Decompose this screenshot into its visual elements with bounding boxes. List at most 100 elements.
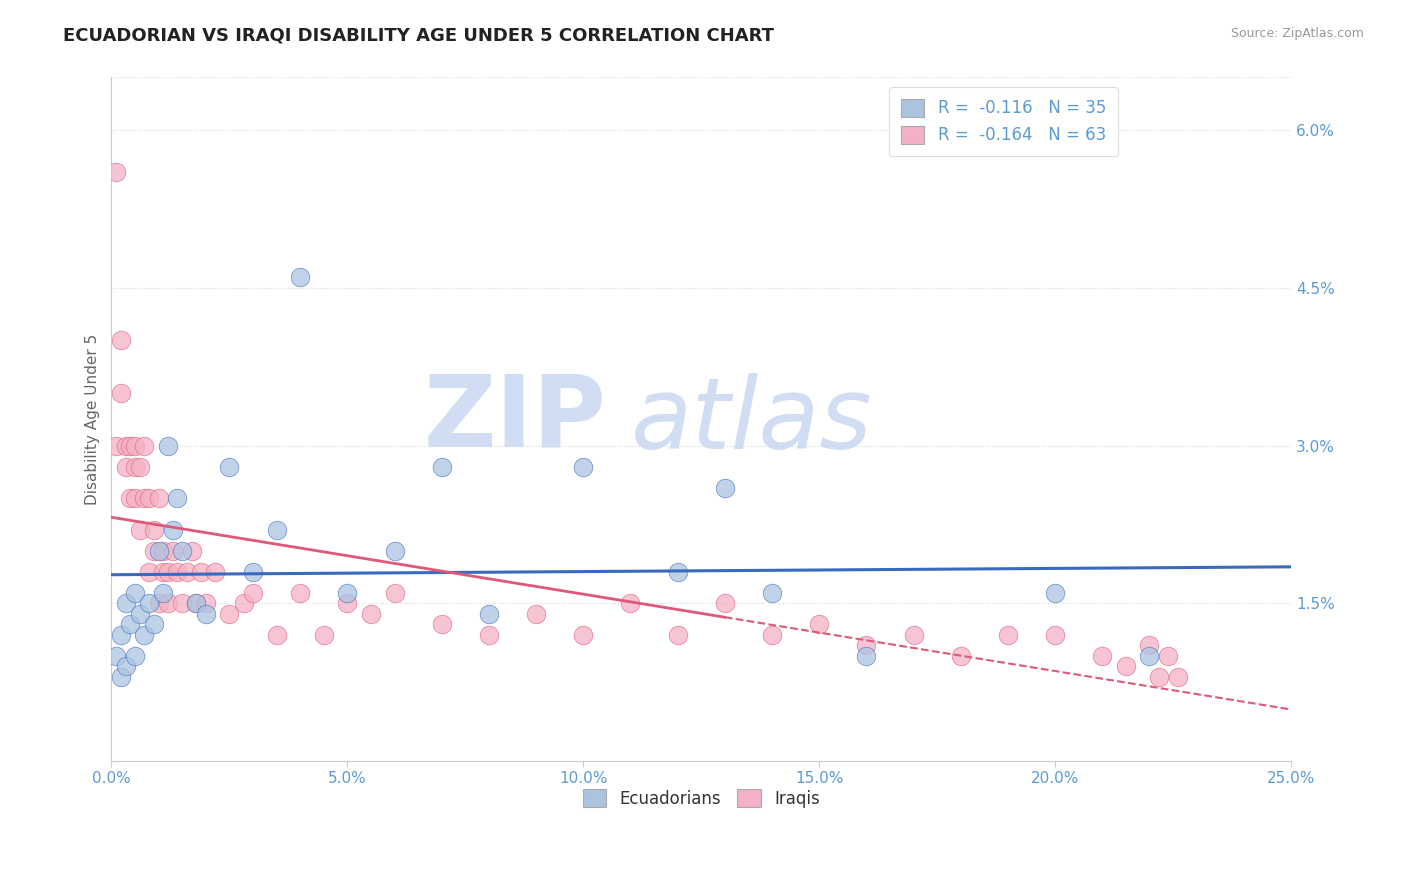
Point	[312, 628, 335, 642]
Point	[666, 565, 689, 579]
Point	[186, 596, 208, 610]
Point	[619, 596, 641, 610]
Point	[124, 648, 146, 663]
Point	[148, 543, 170, 558]
Point	[138, 565, 160, 579]
Point	[204, 565, 226, 579]
Point	[157, 596, 180, 610]
Text: ZIP: ZIP	[425, 371, 607, 467]
Point	[218, 459, 240, 474]
Point	[128, 523, 150, 537]
Point	[288, 270, 311, 285]
Point	[110, 334, 132, 348]
Point	[114, 438, 136, 452]
Point	[1139, 639, 1161, 653]
Point	[134, 628, 156, 642]
Point	[152, 565, 174, 579]
Point	[949, 648, 972, 663]
Point	[124, 459, 146, 474]
Point	[714, 481, 737, 495]
Point	[430, 617, 453, 632]
Point	[190, 565, 212, 579]
Point	[714, 596, 737, 610]
Text: Source: ZipAtlas.com: Source: ZipAtlas.com	[1230, 27, 1364, 40]
Point	[336, 596, 359, 610]
Point	[134, 491, 156, 505]
Point	[114, 596, 136, 610]
Point	[242, 565, 264, 579]
Point	[128, 607, 150, 621]
Point	[1043, 586, 1066, 600]
Point	[110, 670, 132, 684]
Point	[266, 523, 288, 537]
Point	[266, 628, 288, 642]
Point	[148, 491, 170, 505]
Point	[1147, 670, 1170, 684]
Point	[1043, 628, 1066, 642]
Point	[478, 607, 501, 621]
Point	[176, 565, 198, 579]
Point	[110, 628, 132, 642]
Point	[1167, 670, 1189, 684]
Point	[128, 459, 150, 474]
Point	[430, 459, 453, 474]
Point	[572, 459, 595, 474]
Point	[1139, 648, 1161, 663]
Point	[148, 596, 170, 610]
Point	[232, 596, 254, 610]
Point	[808, 617, 831, 632]
Point	[1157, 648, 1180, 663]
Point	[186, 596, 208, 610]
Point	[124, 491, 146, 505]
Y-axis label: Disability Age Under 5: Disability Age Under 5	[86, 334, 100, 505]
Point	[360, 607, 382, 621]
Point	[138, 491, 160, 505]
Point	[194, 607, 217, 621]
Point	[152, 543, 174, 558]
Point	[157, 565, 180, 579]
Point	[1091, 648, 1114, 663]
Point	[110, 386, 132, 401]
Point	[142, 617, 165, 632]
Point	[855, 648, 877, 663]
Point	[105, 648, 128, 663]
Point	[142, 543, 165, 558]
Point	[152, 586, 174, 600]
Point	[336, 586, 359, 600]
Point	[478, 628, 501, 642]
Point	[162, 523, 184, 537]
Point	[162, 543, 184, 558]
Point	[524, 607, 547, 621]
Point	[855, 639, 877, 653]
Point	[218, 607, 240, 621]
Point	[172, 596, 194, 610]
Point	[666, 628, 689, 642]
Point	[134, 438, 156, 452]
Point	[166, 491, 188, 505]
Point	[138, 596, 160, 610]
Legend: Ecuadorians, Iraqis: Ecuadorians, Iraqis	[576, 782, 827, 814]
Text: ECUADORIAN VS IRAQI DISABILITY AGE UNDER 5 CORRELATION CHART: ECUADORIAN VS IRAQI DISABILITY AGE UNDER…	[63, 27, 775, 45]
Point	[124, 586, 146, 600]
Point	[120, 617, 142, 632]
Point	[761, 586, 783, 600]
Point	[114, 659, 136, 673]
Point	[903, 628, 925, 642]
Point	[384, 543, 406, 558]
Point	[172, 543, 194, 558]
Point	[142, 523, 165, 537]
Point	[194, 596, 217, 610]
Point	[166, 565, 188, 579]
Point	[120, 438, 142, 452]
Point	[114, 459, 136, 474]
Point	[1115, 659, 1137, 673]
Point	[572, 628, 595, 642]
Point	[288, 586, 311, 600]
Point	[761, 628, 783, 642]
Point	[384, 586, 406, 600]
Point	[242, 586, 264, 600]
Point	[157, 438, 180, 452]
Text: atlas: atlas	[630, 373, 872, 470]
Point	[997, 628, 1019, 642]
Point	[120, 491, 142, 505]
